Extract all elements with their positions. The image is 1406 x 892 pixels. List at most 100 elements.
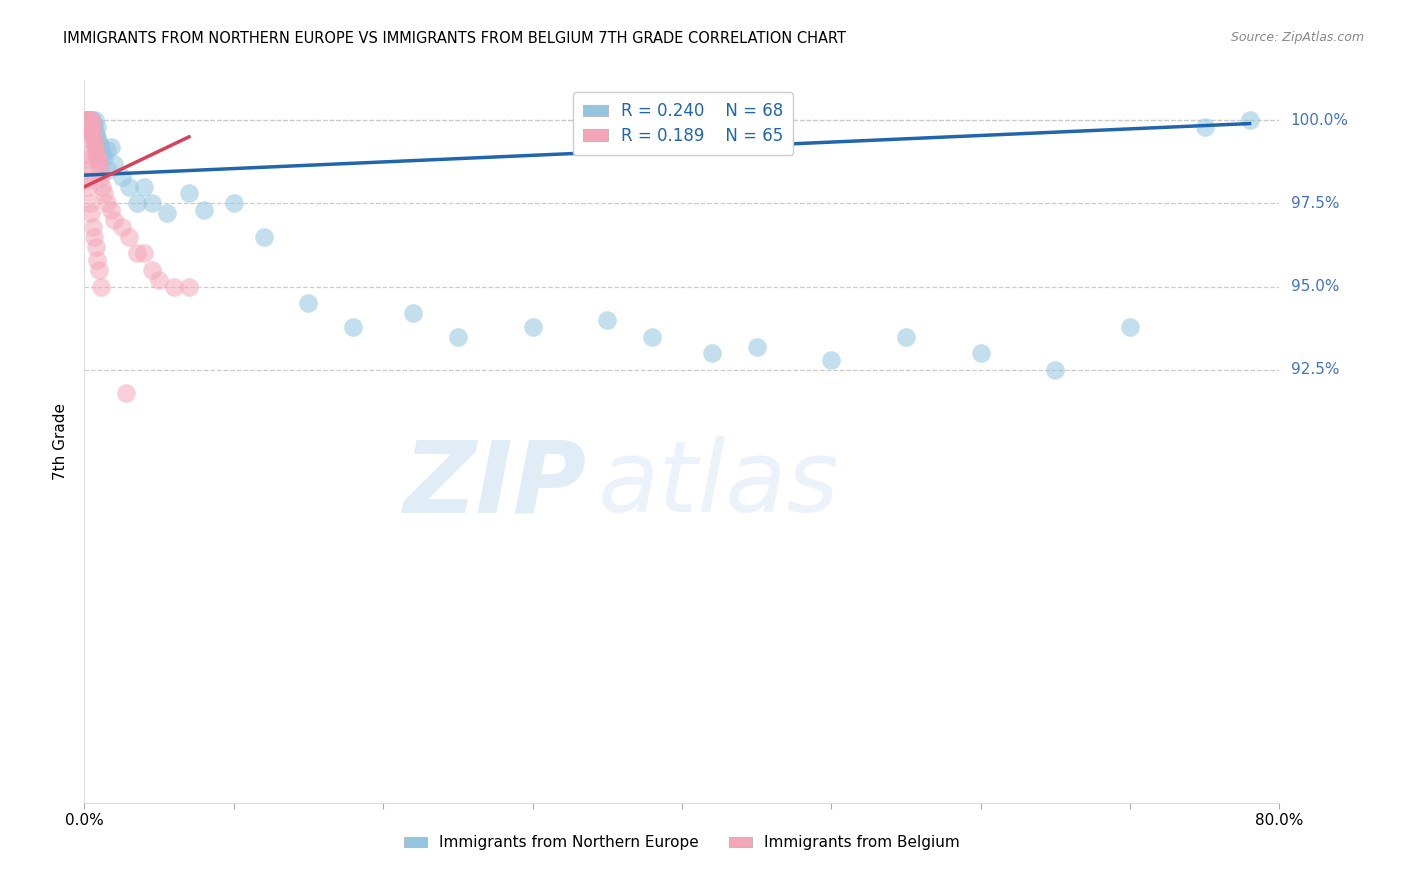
- Point: [75, 120, 97, 134]
- Point: [76, 179, 98, 194]
- Point: [76, 113, 98, 128]
- Point: [76, 113, 98, 128]
- Point: [1119, 319, 1142, 334]
- Point: [118, 229, 141, 244]
- Point: [80, 120, 103, 134]
- Point: [89, 136, 111, 151]
- Point: [97, 163, 120, 178]
- Point: [75, 123, 97, 137]
- Point: [111, 169, 134, 184]
- Point: [447, 329, 470, 343]
- Point: [83, 140, 105, 154]
- Point: [80, 117, 103, 131]
- Point: [125, 196, 148, 211]
- Point: [115, 386, 138, 401]
- Point: [76, 113, 98, 128]
- Point: [86, 253, 108, 268]
- Point: [82, 117, 104, 131]
- Point: [84, 240, 107, 254]
- Point: [77, 117, 100, 131]
- Point: [76, 113, 98, 128]
- Point: [79, 120, 101, 134]
- Legend: Immigrants from Northern Europe, Immigrants from Belgium: Immigrants from Northern Europe, Immigra…: [398, 830, 966, 856]
- Point: [90, 279, 112, 293]
- Point: [80, 206, 103, 220]
- Point: [100, 140, 122, 154]
- Point: [253, 229, 276, 244]
- Point: [77, 120, 100, 134]
- Point: [402, 306, 425, 320]
- Point: [75, 117, 97, 131]
- Point: [522, 319, 544, 334]
- Point: [87, 263, 110, 277]
- Point: [83, 113, 105, 128]
- Point: [125, 246, 148, 260]
- Point: [75, 117, 97, 131]
- Point: [177, 186, 200, 201]
- Point: [82, 123, 104, 137]
- Point: [970, 346, 993, 360]
- Point: [96, 196, 118, 211]
- Point: [77, 117, 100, 131]
- Point: [79, 113, 101, 128]
- Point: [80, 113, 103, 128]
- Point: [80, 127, 103, 141]
- Point: [77, 120, 100, 134]
- Point: [76, 113, 98, 128]
- Point: [83, 120, 105, 134]
- Point: [1194, 120, 1216, 134]
- Point: [80, 117, 103, 131]
- Point: [75, 113, 97, 128]
- Point: [820, 353, 842, 368]
- Text: Source: ZipAtlas.com: Source: ZipAtlas.com: [1230, 31, 1364, 45]
- Point: [75, 117, 97, 131]
- Point: [83, 136, 105, 151]
- Text: IMMIGRANTS FROM NORTHERN EUROPE VS IMMIGRANTS FROM BELGIUM 7TH GRADE CORRELATION: IMMIGRANTS FROM NORTHERN EUROPE VS IMMIG…: [63, 31, 846, 46]
- Point: [77, 113, 100, 128]
- Point: [90, 169, 112, 184]
- Point: [76, 123, 98, 137]
- Point: [297, 296, 319, 310]
- Point: [76, 117, 98, 131]
- Text: 100.0%: 100.0%: [1291, 112, 1348, 128]
- Point: [83, 229, 105, 244]
- Point: [79, 120, 101, 134]
- Point: [76, 123, 98, 137]
- Point: [82, 219, 104, 234]
- Point: [79, 113, 101, 128]
- Point: [77, 113, 100, 128]
- Point: [155, 206, 177, 220]
- Point: [75, 117, 97, 131]
- Point: [77, 120, 100, 134]
- Point: [1045, 363, 1067, 377]
- Point: [86, 146, 108, 161]
- Point: [76, 120, 98, 134]
- Point: [111, 219, 134, 234]
- Point: [132, 246, 156, 260]
- Point: [76, 113, 98, 128]
- Text: 95.0%: 95.0%: [1291, 279, 1339, 294]
- Text: ZIP: ZIP: [404, 436, 586, 533]
- Y-axis label: 7th Grade: 7th Grade: [53, 403, 69, 480]
- Point: [86, 127, 108, 141]
- Point: [93, 186, 115, 201]
- Point: [141, 263, 163, 277]
- Point: [75, 153, 97, 168]
- Point: [79, 113, 101, 128]
- Point: [84, 143, 107, 157]
- Point: [76, 117, 98, 131]
- Point: [73, 113, 96, 128]
- Point: [745, 340, 768, 354]
- Point: [1239, 113, 1261, 128]
- Text: atlas: atlas: [599, 436, 839, 533]
- Point: [86, 150, 108, 164]
- Point: [193, 203, 215, 218]
- Point: [77, 123, 100, 137]
- Point: [79, 123, 101, 137]
- Point: [148, 273, 170, 287]
- Point: [342, 319, 364, 334]
- Point: [103, 156, 125, 170]
- Point: [77, 113, 100, 128]
- Point: [79, 196, 101, 211]
- Point: [82, 133, 104, 147]
